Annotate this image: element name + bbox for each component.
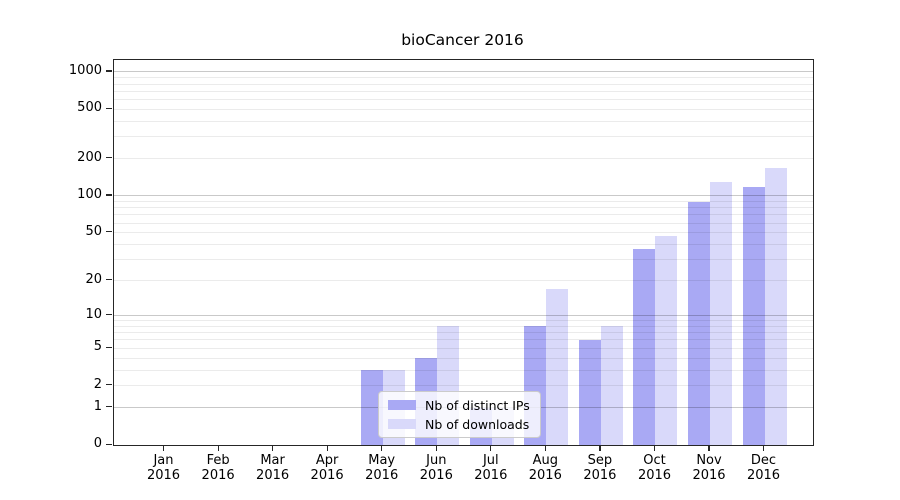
gridline-minor-y-60 bbox=[114, 222, 813, 224]
legend-item-downloads: Nb of downloads bbox=[388, 416, 530, 432]
gridline-minor-y-7 bbox=[114, 332, 813, 334]
bar-downloads-aug-2016 bbox=[546, 288, 569, 445]
y-tick-label-50: 50 bbox=[85, 223, 102, 239]
gridline-minor-y-3 bbox=[114, 369, 813, 371]
x-tick-jan-2016 bbox=[162, 445, 165, 451]
x-tick-sep-2016 bbox=[599, 445, 601, 451]
gridline-minor-y-700 bbox=[114, 90, 813, 92]
x-tick-aug-2016 bbox=[544, 445, 546, 451]
plot-area bbox=[113, 59, 814, 446]
x-tick-label-jan-2016: Jan 2016 bbox=[146, 453, 181, 483]
x-tick-feb-2016 bbox=[217, 445, 219, 451]
legend: Nb of distinct IPs Nb of downloads bbox=[378, 391, 541, 438]
y-tick-label-200: 200 bbox=[77, 149, 102, 165]
gridline-major-y-10 bbox=[114, 315, 813, 316]
x-tick-label-feb-2016: Feb 2016 bbox=[201, 453, 235, 483]
gridline-minor-y-30 bbox=[114, 259, 813, 261]
x-tick-label-jun-2016: Jun 2016 bbox=[419, 453, 453, 483]
y-tick-label-20: 20 bbox=[85, 271, 102, 287]
legend-swatch-ips bbox=[388, 400, 416, 410]
y-tick-1000 bbox=[106, 70, 112, 72]
x-tick-may-2016 bbox=[381, 445, 383, 451]
chart-title: bioCancer 2016 bbox=[401, 31, 524, 49]
gridline-minor-y-400 bbox=[114, 120, 813, 122]
legend-swatch-downloads bbox=[388, 419, 416, 429]
gridline-minor-y-6 bbox=[114, 339, 813, 341]
x-tick-label-mar-2016: Mar 2016 bbox=[256, 453, 290, 483]
y-tick-5 bbox=[106, 346, 112, 348]
y-tick-0 bbox=[106, 443, 112, 445]
y-tick-1 bbox=[106, 406, 112, 408]
y-tick-label-1000: 1000 bbox=[68, 62, 102, 78]
x-tick-label-apr-2016: Apr 2016 bbox=[310, 453, 344, 483]
y-tick-label-0: 0 bbox=[93, 436, 102, 451]
gridline-major-y-1000 bbox=[114, 71, 813, 73]
x-tick-oct-2016 bbox=[653, 445, 656, 451]
y-tick-10 bbox=[106, 314, 112, 316]
y-tick-label-500: 500 bbox=[77, 100, 102, 116]
x-tick-label-jul-2016: Jul 2016 bbox=[474, 453, 508, 483]
gridline-minor-y-2 bbox=[114, 385, 813, 387]
y-tick-20 bbox=[106, 279, 112, 281]
gridline-minor-y-70 bbox=[114, 214, 813, 216]
y-tick-label-5: 5 bbox=[93, 339, 102, 355]
bar-downloads-oct-2016 bbox=[655, 236, 678, 445]
bar-downloads-dec-2016 bbox=[764, 168, 787, 445]
x-tick-nov-2016 bbox=[708, 445, 710, 451]
gridline-minor-y-200 bbox=[114, 158, 813, 160]
x-tick-mar-2016 bbox=[272, 445, 274, 451]
gridline-minor-y-80 bbox=[114, 207, 813, 209]
x-tick-dec-2016 bbox=[762, 445, 765, 451]
gridline-major-y-100 bbox=[114, 195, 813, 197]
bar-downloads-sep-2016 bbox=[600, 326, 623, 445]
gridline-minor-y-600 bbox=[114, 99, 813, 100]
x-tick-jul-2016 bbox=[490, 445, 492, 451]
bar-ips-oct-2016 bbox=[633, 248, 656, 445]
gridline-minor-y-9 bbox=[114, 320, 813, 322]
y-tick-label-1: 1 bbox=[93, 398, 102, 414]
gridline-minor-y-300 bbox=[114, 136, 813, 138]
x-tick-label-may-2016: May 2016 bbox=[365, 453, 399, 483]
gridline-minor-y-900 bbox=[114, 77, 813, 79]
bar-downloads-nov-2016 bbox=[710, 182, 732, 445]
y-tick-label-2: 2 bbox=[93, 376, 102, 392]
x-tick-apr-2016 bbox=[326, 445, 328, 451]
y-tick-200 bbox=[106, 157, 112, 159]
gridline-minor-y-20 bbox=[114, 280, 813, 282]
x-tick-jun-2016 bbox=[435, 445, 437, 451]
gridline-minor-y-500 bbox=[114, 108, 813, 110]
gridline-minor-y-5 bbox=[114, 347, 813, 349]
bar-ips-dec-2016 bbox=[742, 187, 765, 445]
gridline-minor-y-90 bbox=[114, 200, 813, 202]
x-tick-label-sep-2016: Sep 2016 bbox=[583, 453, 617, 483]
y-tick-500 bbox=[106, 107, 112, 110]
x-tick-label-oct-2016: Oct 2016 bbox=[637, 453, 672, 483]
legend-label-downloads: Nb of downloads bbox=[425, 416, 530, 432]
y-tick-label-10: 10 bbox=[85, 306, 102, 322]
bar-ips-may-2016 bbox=[360, 370, 383, 445]
x-tick-label-nov-2016: Nov 2016 bbox=[692, 453, 726, 483]
legend-item-ips: Nb of distinct IPs bbox=[388, 397, 530, 413]
y-tick-label-100: 100 bbox=[77, 186, 102, 202]
gridline-minor-y-8 bbox=[114, 325, 813, 327]
gridline-minor-y-40 bbox=[114, 244, 813, 245]
x-tick-label-dec-2016: Dec 2016 bbox=[746, 453, 781, 483]
gridline-minor-y-800 bbox=[114, 83, 813, 85]
bar-ips-nov-2016 bbox=[688, 202, 710, 445]
y-tick-50 bbox=[106, 231, 112, 233]
gridline-minor-y-50 bbox=[114, 232, 813, 234]
gridline-minor-y-4 bbox=[114, 357, 813, 359]
legend-label-ips: Nb of distinct IPs bbox=[425, 397, 530, 413]
x-tick-label-aug-2016: Aug 2016 bbox=[528, 453, 562, 483]
y-tick-100 bbox=[106, 194, 112, 196]
bar-ips-sep-2016 bbox=[578, 339, 601, 445]
y-tick-2 bbox=[106, 384, 112, 386]
